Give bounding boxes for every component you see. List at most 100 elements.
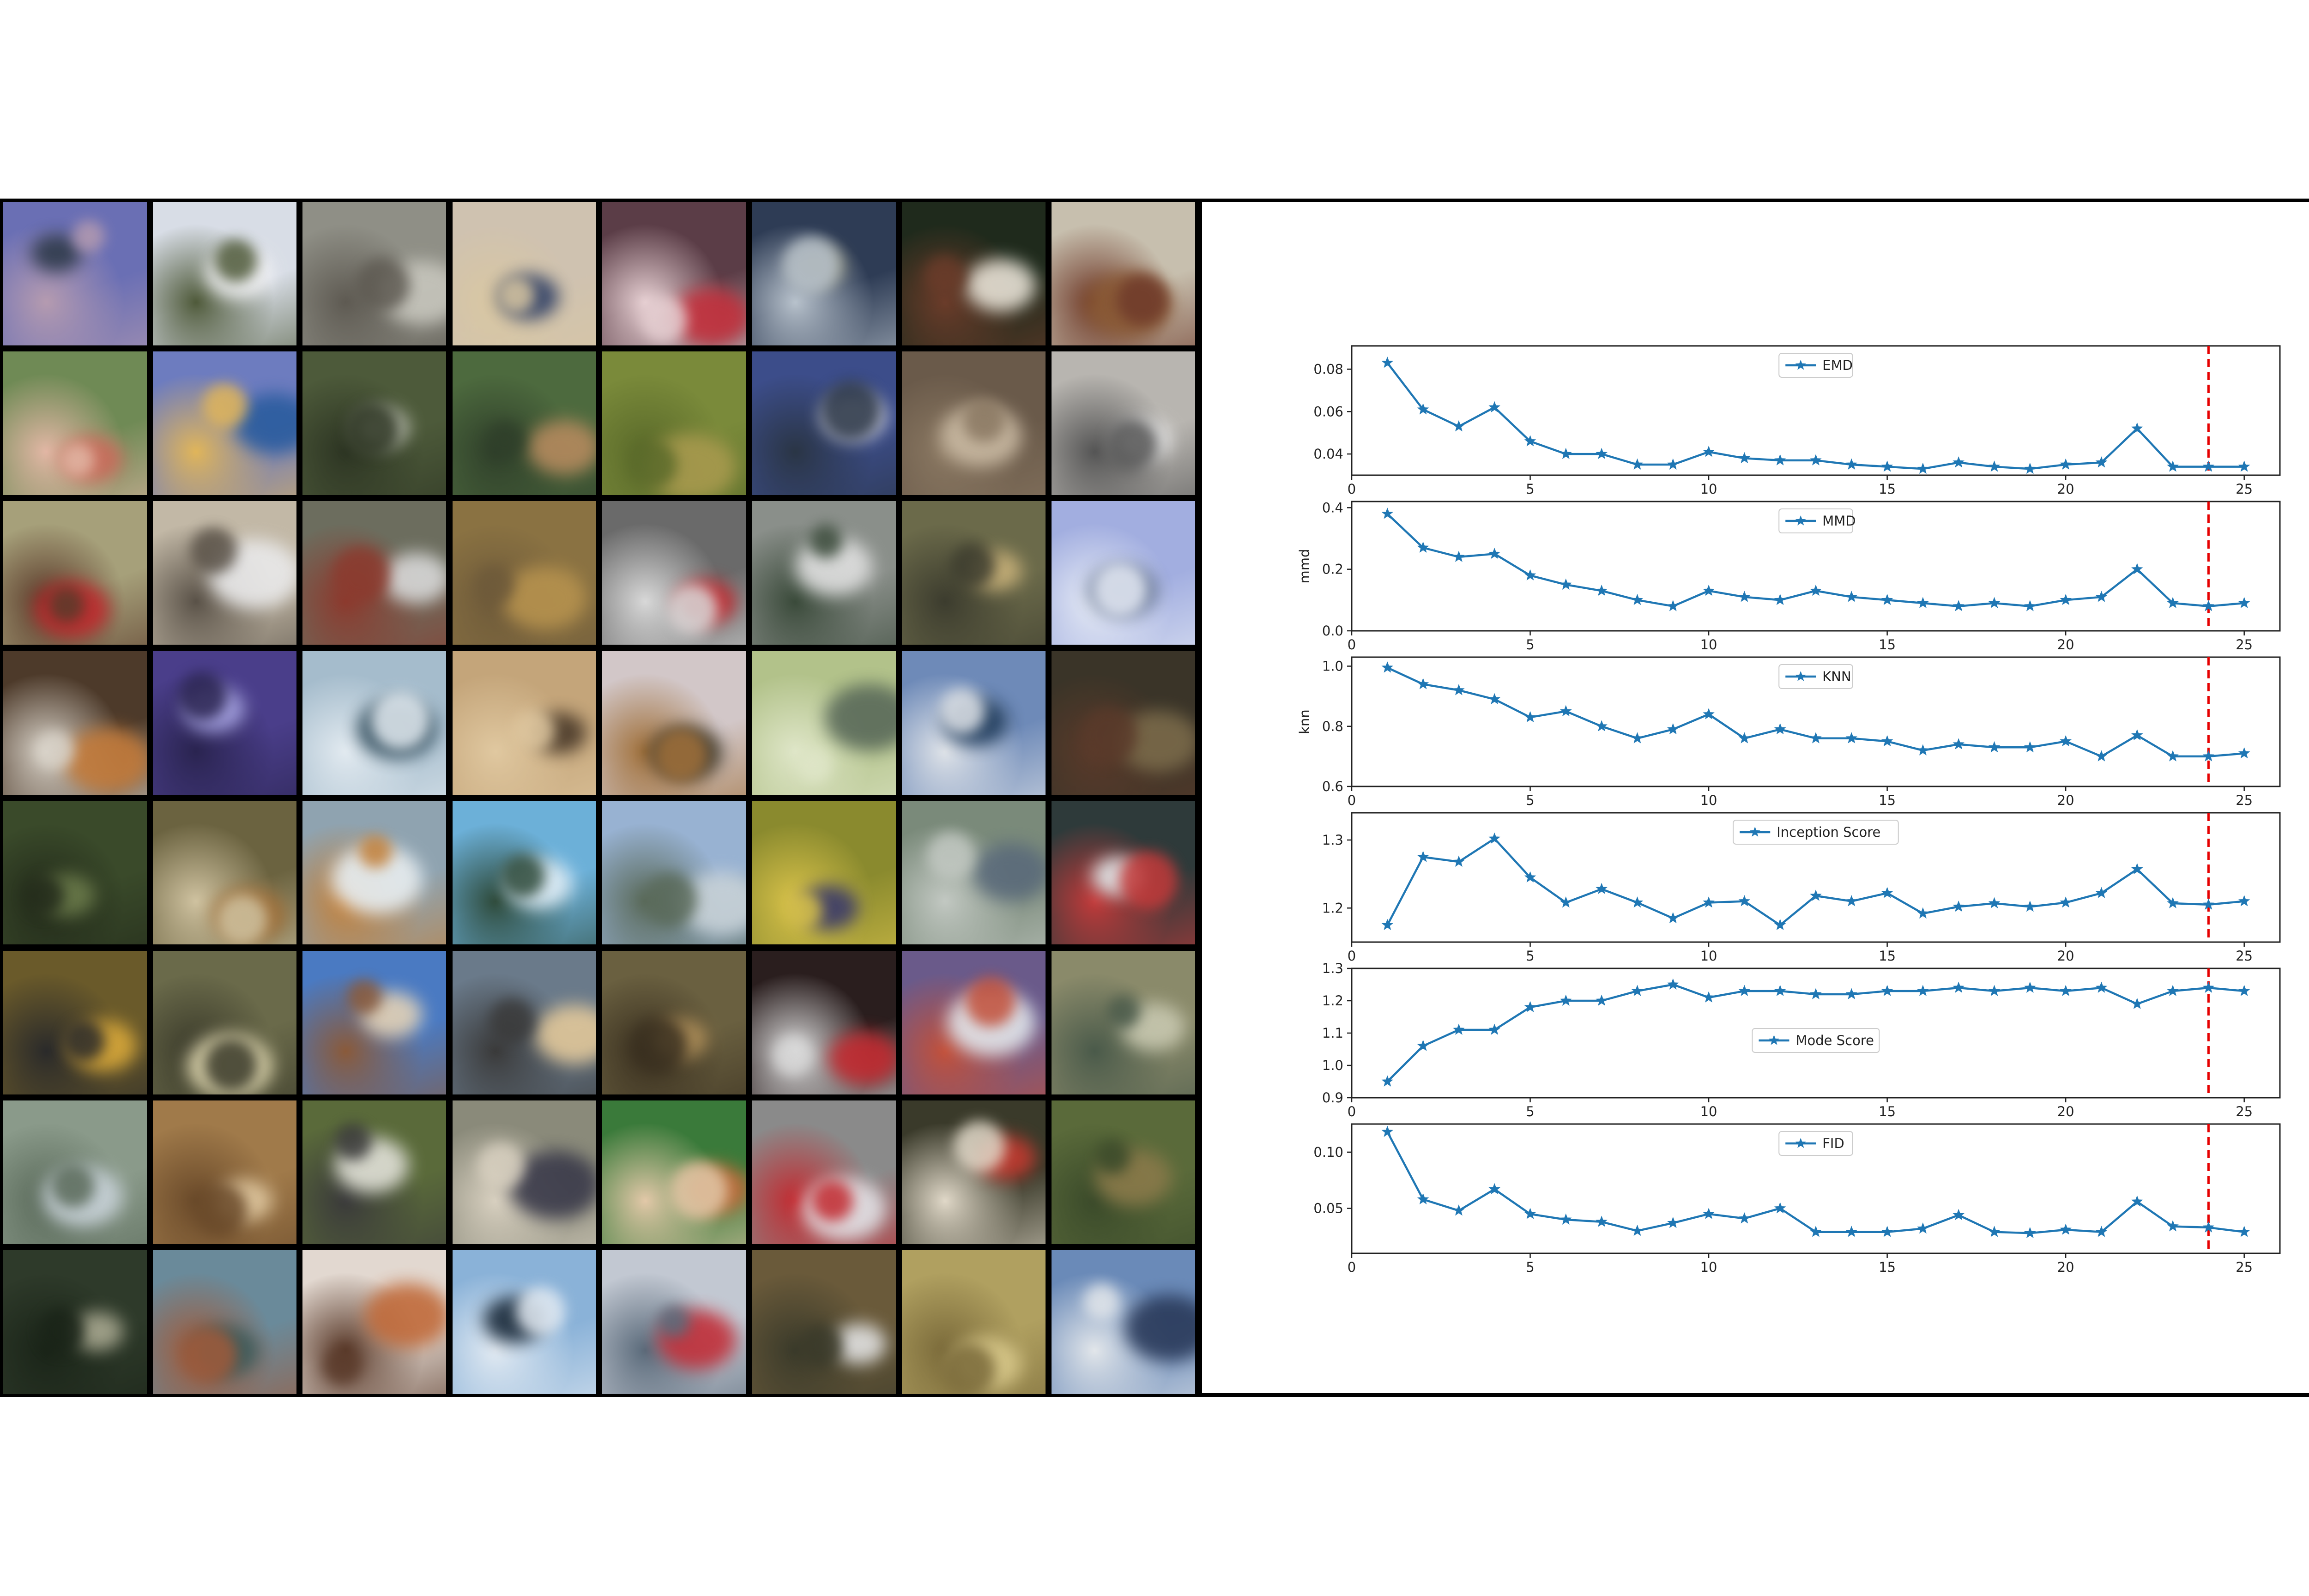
data-point [1881,887,1893,898]
x-tick-label: 10 [1700,1104,1717,1119]
sample-image-blob [926,832,975,881]
sample-image-tile [901,651,1046,795]
sample-image-blob [655,728,708,781]
data-point [2024,1227,2036,1239]
sample-image-tile [3,950,147,1094]
sample-image-tile [302,1100,447,1244]
sample-image-blob [335,1123,372,1161]
data-point [2131,422,2143,434]
data-point [2202,981,2215,993]
sample-image-blob [502,566,586,630]
x-tick-label: 20 [2057,481,2074,497]
sample-image-blob [965,259,1036,312]
data-point [1881,985,1893,996]
data-point [2167,1220,2179,1232]
sample-image-tile [452,201,596,345]
sample-image-blob [828,1031,896,1085]
data-point [1381,357,1394,368]
data-point [2131,563,2143,574]
sample-image-tile [752,1100,896,1244]
sample-image-tile [452,501,596,645]
sample-image-blob [501,854,545,898]
sample-image-blob [24,876,64,916]
data-point [1417,851,1429,862]
sample-image-blob [667,584,718,635]
sample-image-tile [3,201,147,345]
y-tick-label: 0.0 [1322,623,1343,639]
sample-image-blob [527,420,596,475]
sample-image-blob [489,998,535,1044]
data-point [2095,887,2108,898]
data-point [1881,460,1893,472]
data-point [1560,994,1572,1006]
sample-image-blob [1125,1295,1196,1361]
data-point [1988,460,2001,472]
x-tick-label: 10 [1700,481,1717,497]
sample-image-blob [535,1004,596,1064]
data-point [1703,584,1715,596]
data-point [1703,446,1715,457]
data-point [1453,855,1465,867]
legend-label: KNN [1822,669,1851,684]
data-point [1988,1226,2001,1237]
data-point [1631,1224,1644,1236]
data-point [1596,447,1608,459]
data-point [2060,593,2072,605]
x-tick-label: 0 [1348,948,1356,964]
data-point [2202,750,2215,762]
y-tick-label: 0.08 [1313,361,1343,377]
data-point [1845,988,1858,999]
sample-image-tile [302,651,447,795]
y-tick-label: 0.06 [1313,404,1343,419]
data-point [1488,547,1500,559]
data-point [2202,898,2215,910]
figure: 0 5 10 15 20 25 0.04 0.06 0.08 EMD 0 5 10 15 20 25 0.0 0.… [0,199,2309,1397]
sample-image-tile [452,801,596,945]
data-point [1596,1215,1608,1227]
sample-image-blob [63,1020,105,1062]
sample-image-tile [452,950,596,1094]
data-point [2167,750,2179,762]
sample-image-blob [962,399,1005,442]
x-tick-label: 15 [1879,948,1896,964]
x-tick-label: 15 [1879,481,1896,497]
sample-image-blob [332,546,390,604]
x-tick-label: 10 [1700,637,1717,653]
metrics-charts-svg: 0 5 10 15 20 25 0.04 0.06 0.08 EMD 0 5 10 15 20 25 0.0 0.… [1297,345,2281,1275]
data-point [1810,584,1822,596]
data-point [1952,600,1964,611]
data-point [1810,1226,1822,1237]
x-tick-label: 10 [1700,948,1717,964]
y-tick-label: 0.10 [1313,1144,1343,1160]
plot-frame [1351,656,2281,787]
data-point [1917,907,1929,919]
y-tick-label: 0.04 [1313,446,1343,462]
sample-image-blob [973,843,1046,901]
sample-image-blob [205,1039,258,1091]
sample-image-tile [1052,351,1196,496]
x-tick-label: 25 [2236,792,2253,808]
y-axis-label: mmd [1297,549,1312,584]
sample-image-tile [302,501,447,645]
sample-image-tile [153,501,297,645]
sample-image-blob [953,1120,1005,1173]
data-point [2060,1223,2072,1235]
sample-image-blob [811,1180,853,1221]
sample-image-blob [1105,418,1158,472]
sample-image-tile [3,1250,147,1394]
y-tick-label: 1.1 [1322,1025,1343,1041]
sample-image-blob [190,527,237,574]
x-tick-label: 20 [2057,1104,2074,1119]
y-axis-label: knn [1297,709,1312,734]
data-point [1488,1183,1500,1195]
data-point [1524,569,1536,580]
data-point [1596,883,1608,894]
x-tick-label: 10 [1700,1259,1717,1275]
data-point [1488,401,1500,412]
data-point [2095,456,2108,468]
x-tick-label: 25 [2236,637,2253,653]
sample-image-blob [824,683,896,751]
data-point [1381,1125,1394,1137]
sample-image-blob [359,835,393,869]
data-point [1631,593,1644,605]
